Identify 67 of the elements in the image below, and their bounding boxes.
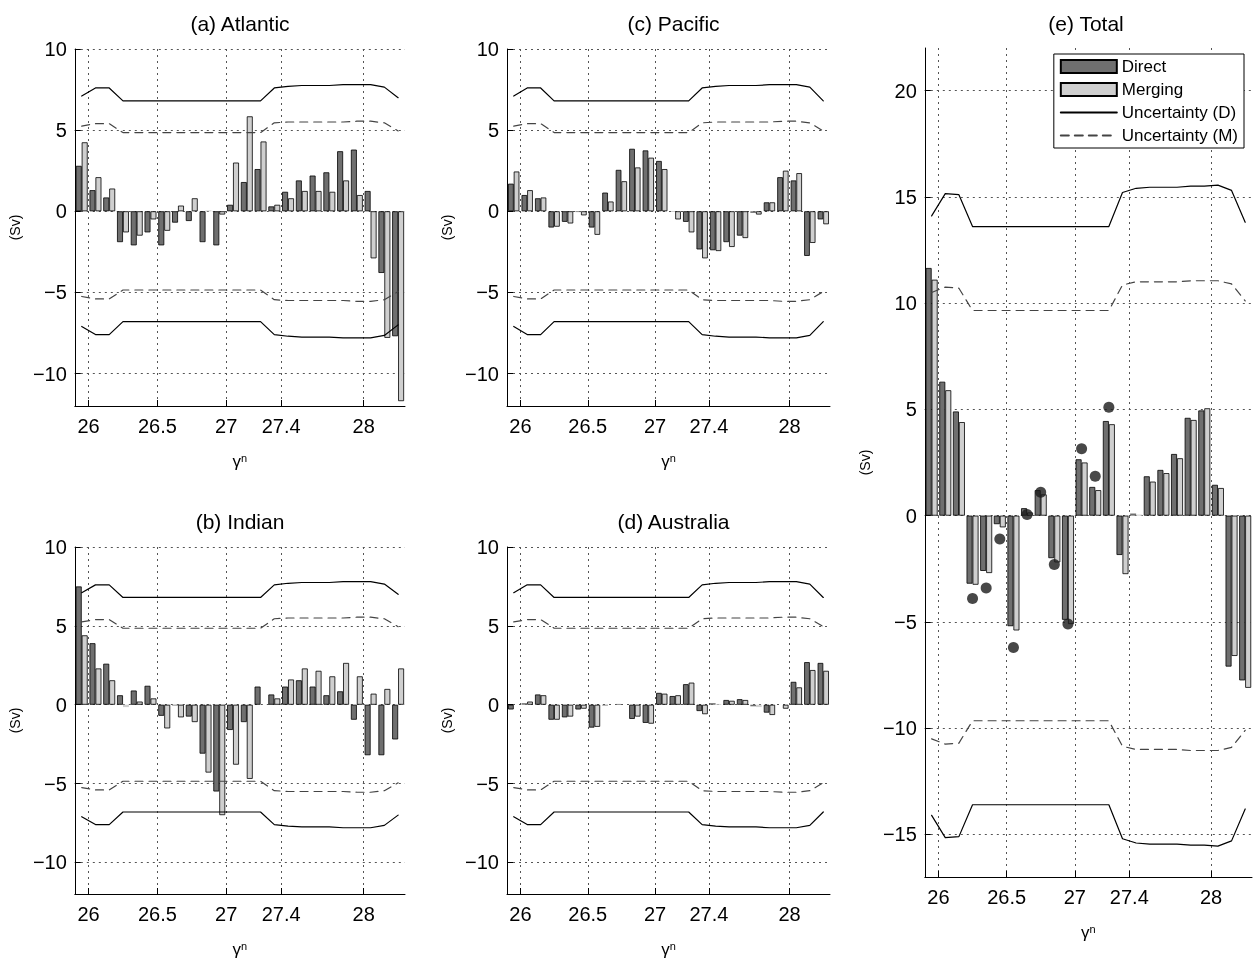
x-tick-label: 26	[77, 903, 100, 925]
y-tick-label: 5	[487, 614, 499, 637]
x-tick-label: 26	[77, 415, 100, 437]
x-tick-label: 28	[1199, 886, 1223, 908]
y-tick-label: 20	[894, 79, 917, 102]
y-axis-title: (Sv)	[7, 707, 23, 734]
x-tick-label: 27	[1063, 886, 1086, 908]
y-tick-label: −5	[894, 610, 917, 633]
chart-title: (d) Australia	[617, 510, 730, 533]
x-tick-label: 28	[352, 415, 375, 437]
x-tick-label: 27	[215, 415, 238, 437]
y-tick-label: 0	[487, 200, 499, 223]
y-tick-label: 5	[487, 119, 499, 142]
x-tick-label: 26.5	[568, 903, 608, 925]
y-tick-label: −10	[32, 851, 67, 874]
chart-title: (b) Indian	[195, 510, 285, 533]
y-tick-label: 5	[55, 614, 67, 637]
y-tick-label: 5	[905, 398, 917, 421]
x-tick-label: 26.5	[568, 415, 608, 437]
y-tick-label: −15	[882, 823, 917, 846]
legend-label: Direct	[1121, 57, 1167, 76]
legend-label: Uncertainty (D)	[1121, 103, 1237, 122]
x-tick-label: 26	[927, 886, 950, 908]
y-tick-label: −10	[32, 362, 67, 385]
y-tick-label: 5	[55, 119, 67, 142]
y-tick-label: −10	[465, 362, 499, 385]
x-tick-label: 26.5	[137, 903, 177, 925]
y-tick-label: 10	[44, 38, 67, 60]
x-tick-label: 28	[778, 415, 801, 437]
x-tick-label: 26.5	[987, 886, 1027, 908]
y-tick-label: 0	[487, 693, 499, 716]
y-tick-label: 10	[476, 536, 499, 558]
x-tick-label: 27.4	[261, 415, 301, 437]
legend-label: Uncertainty (M)	[1121, 126, 1238, 145]
y-tick-label: 0	[55, 200, 67, 223]
y-tick-label: 10	[44, 536, 67, 558]
y-tick-label: −10	[465, 851, 499, 874]
y-axis-title: (Sv)	[439, 214, 456, 241]
y-tick-label: −10	[882, 717, 917, 740]
x-tick-label: 26	[509, 415, 532, 437]
chart-title: (a) Atlantic	[190, 12, 290, 35]
y-tick-label: 0	[55, 693, 67, 716]
x-tick-label: 27	[215, 903, 238, 925]
y-tick-label: 10	[476, 38, 499, 60]
y-axis-title: (Sv)	[439, 707, 456, 734]
x-tick-label: 26.5	[137, 415, 177, 437]
x-tick-label: 28	[352, 903, 375, 925]
y-tick-label: 15	[894, 185, 917, 208]
x-tick-label: 27.4	[689, 903, 729, 925]
x-tick-label: 26	[509, 903, 532, 925]
y-tick-label: −5	[476, 772, 499, 795]
x-tick-label: 28	[778, 903, 801, 925]
legend-label: Merging	[1121, 80, 1184, 99]
chart-title: (e) Total	[1048, 12, 1124, 35]
x-tick-label: 27	[643, 415, 667, 437]
y-tick-label: 0	[905, 504, 917, 527]
x-tick-label: 27	[643, 903, 667, 925]
y-tick-label: −5	[44, 281, 67, 304]
y-tick-label: 10	[894, 292, 917, 315]
x-tick-label: 27.4	[1109, 886, 1149, 908]
chart-title: (c) Pacific	[627, 12, 720, 35]
y-tick-label: −5	[476, 281, 499, 304]
x-tick-label: 27.4	[689, 415, 729, 437]
y-tick-label: −5	[44, 772, 67, 795]
x-tick-label: 27.4	[261, 903, 301, 925]
y-axis-title: (Sv)	[857, 449, 873, 476]
y-axis-title: (Sv)	[7, 214, 23, 241]
